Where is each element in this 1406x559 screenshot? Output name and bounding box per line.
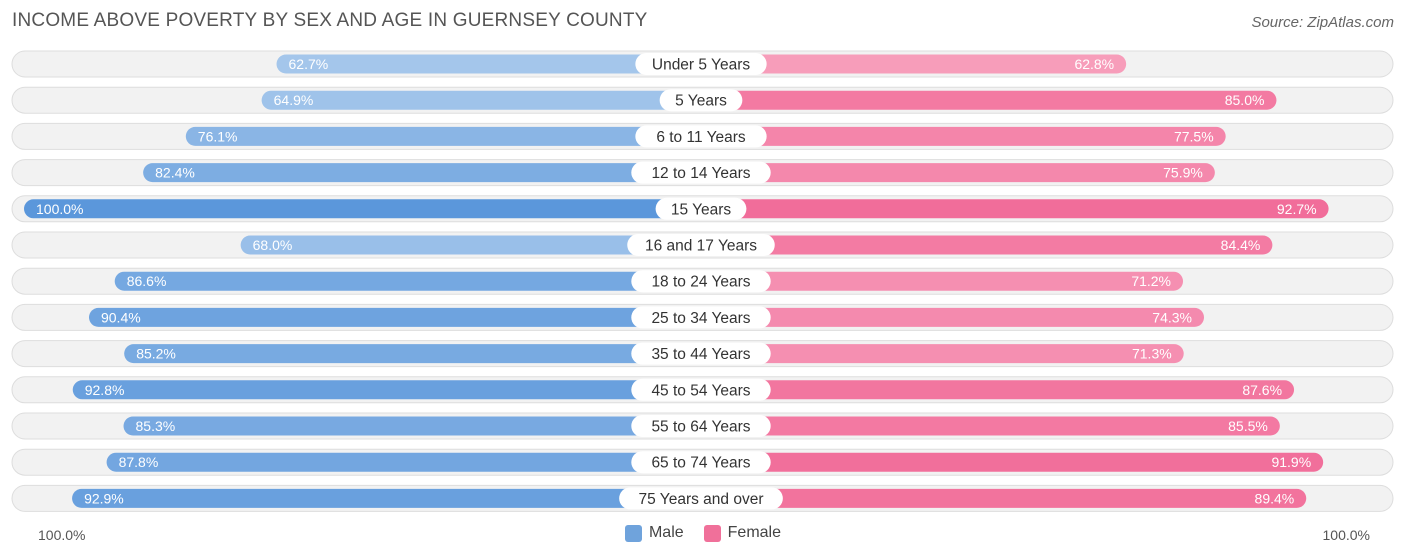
- female-value-label: 62.8%: [1074, 56, 1114, 72]
- category-label: 45 to 54 Years: [651, 382, 750, 399]
- category-pill: [631, 378, 771, 401]
- female-bar: [701, 235, 1273, 255]
- male-bar: [24, 199, 701, 219]
- female-value-label: 71.3%: [1132, 346, 1172, 362]
- male-bar: [106, 452, 702, 472]
- female-bar: [701, 54, 1127, 74]
- legend-item-male: Male: [624, 524, 684, 542]
- category-label: 65 to 74 Years: [651, 455, 750, 472]
- category-pill: [635, 125, 767, 148]
- male-value-label: 85.3%: [136, 418, 176, 434]
- female-bar: [701, 344, 1184, 364]
- male-value-label: 90.4%: [101, 309, 141, 325]
- chart-title: INCOME ABOVE POVERTY BY SEX AND AGE IN G…: [12, 10, 648, 31]
- category-pill: [627, 234, 775, 256]
- category-label: Under 5 Years: [652, 57, 750, 74]
- chart-source: Source: ZipAtlas.com: [1251, 14, 1394, 31]
- male-bar: [261, 90, 701, 110]
- legend-label-female: Female: [727, 524, 782, 541]
- male-value-label: 86.6%: [127, 273, 167, 289]
- female-bar: [701, 90, 1277, 110]
- category-pill: [619, 487, 783, 510]
- legend-swatch-female: [703, 524, 721, 542]
- category-label: 35 to 44 Years: [651, 346, 750, 363]
- category-pill: [631, 161, 771, 184]
- female-value-label: 85.0%: [1225, 92, 1265, 108]
- category-pill: [631, 270, 771, 293]
- male-value-label: 87.8%: [119, 454, 159, 470]
- male-value-label: 62.7%: [289, 56, 329, 72]
- female-value-label: 89.4%: [1255, 490, 1295, 506]
- male-value-label: 92.9%: [84, 490, 124, 506]
- category-pill: [631, 451, 771, 474]
- bar-chart: 62.7% 62.8% Under 5 Years 64.9% 85.0% 5 Years…: [11, 50, 1394, 512]
- female-value-label: 75.9%: [1163, 165, 1203, 181]
- axis-left-label: 100.0%: [38, 527, 86, 543]
- male-value-label: 100.0%: [36, 201, 83, 217]
- category-label: 75 Years and over: [639, 491, 764, 508]
- male-value-label: 82.4%: [155, 165, 195, 181]
- category-pill: [631, 415, 771, 437]
- category-pill: [655, 197, 747, 220]
- category-label: 6 to 11 Years: [656, 129, 746, 146]
- female-bar: [701, 488, 1307, 508]
- female-bar: [701, 380, 1295, 400]
- male-bar: [72, 488, 701, 508]
- male-value-label: 76.1%: [198, 128, 238, 144]
- female-value-label: 77.5%: [1174, 128, 1214, 144]
- female-bar: [701, 452, 1324, 472]
- male-bar: [114, 271, 701, 291]
- category-label: 5 Years: [675, 93, 727, 110]
- male-value-label: 68.0%: [253, 237, 293, 253]
- category-pill: [631, 306, 771, 329]
- category-label: 15 Years: [671, 201, 732, 218]
- female-value-label: 92.7%: [1277, 201, 1317, 217]
- male-bar: [185, 126, 702, 146]
- male-bar: [123, 416, 702, 436]
- category-pill: [659, 89, 743, 112]
- female-bar: [701, 271, 1184, 291]
- category-label: 12 to 14 Years: [651, 165, 750, 182]
- female-value-label: 71.2%: [1131, 273, 1171, 289]
- male-value-label: 85.2%: [136, 346, 176, 362]
- male-bar: [72, 380, 701, 400]
- male-bar: [276, 54, 701, 74]
- category-label: 18 to 24 Years: [651, 274, 750, 291]
- male-bar: [143, 163, 702, 183]
- female-bar: [701, 307, 1205, 327]
- female-bar: [701, 199, 1329, 219]
- category-pill: [635, 53, 767, 75]
- category-label: 55 to 64 Years: [651, 419, 750, 436]
- male-value-label: 92.8%: [85, 382, 125, 398]
- category-pill: [631, 342, 771, 365]
- female-value-label: 74.3%: [1152, 309, 1192, 325]
- female-value-label: 91.9%: [1271, 454, 1311, 470]
- male-value-label: 64.9%: [274, 92, 314, 108]
- female-bar: [701, 416, 1280, 436]
- legend-item-female: Female: [703, 524, 782, 542]
- legend-label-male: Male: [648, 524, 684, 541]
- category-label: 16 and 17 Years: [645, 238, 757, 255]
- axis-right-label: 100.0%: [1322, 527, 1370, 543]
- legend-swatch-male: [624, 524, 642, 542]
- male-bar: [88, 307, 701, 327]
- female-value-label: 84.4%: [1221, 237, 1261, 253]
- male-bar: [124, 344, 702, 364]
- female-value-label: 87.6%: [1242, 382, 1282, 398]
- legend: Male Female: [0, 524, 1406, 542]
- category-label: 25 to 34 Years: [651, 310, 750, 327]
- male-bar: [240, 235, 701, 255]
- female-value-label: 85.5%: [1228, 418, 1268, 434]
- female-bar: [701, 126, 1226, 146]
- female-bar: [701, 163, 1215, 183]
